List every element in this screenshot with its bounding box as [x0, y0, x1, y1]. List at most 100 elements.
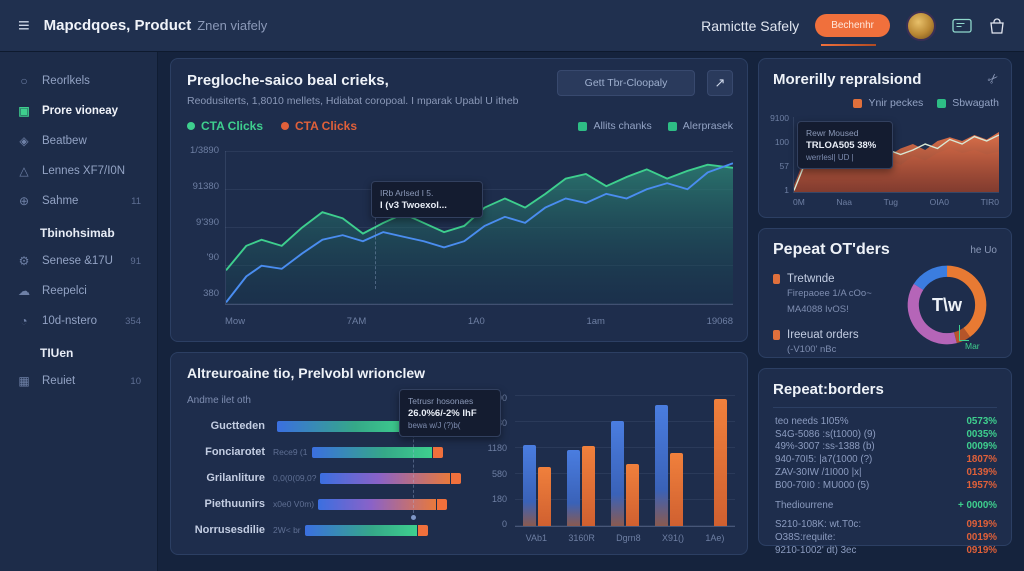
hbar-row[interactable]: Norrusesdilie 2W< br — [181, 517, 511, 543]
sidebar-item-senese-17u[interactable]: ⚙ Senese &17U 91 — [0, 246, 157, 276]
table-row[interactable]: 9210-1002' dt) 3ec 0919% — [775, 544, 997, 557]
tooltip-line: I (v3 Twoexol... — [380, 200, 447, 211]
main-chart-crosshair — [375, 187, 376, 289]
y-tick: 57 — [779, 161, 789, 171]
y-tick: 580 — [491, 468, 507, 479]
main-line-chart[interactable] — [225, 151, 733, 305]
row-label: 9210-1002' dt) 3ec — [775, 545, 857, 557]
table-row[interactable]: 49%-3007 :ss-1388 (b) 0009% — [775, 441, 997, 454]
row-label: O38S:requite: — [775, 532, 836, 544]
table-row[interactable]: Thediourrene + 0000% — [775, 499, 997, 512]
repeat-orders-title: Pepeat OT'ders — [773, 241, 890, 258]
attribution-subtitle: Andme ilet oth — [187, 395, 251, 406]
tooltip-line: IRb Arlsed I 5. — [380, 188, 434, 198]
donut-marker-line — [959, 325, 969, 341]
vbar-orange — [714, 398, 727, 526]
message-card-icon[interactable] — [952, 17, 972, 35]
app-title-light: Znen viafely — [197, 18, 268, 33]
row-value: 0919% — [966, 545, 997, 557]
hbar-row[interactable]: Fonciarotet Rece9 (1 — [181, 439, 511, 465]
user-avatar[interactable] — [906, 10, 936, 41]
vbar-chart-x-axis: VAb1 3160R Dgrn8 X91() 1Ae) — [515, 533, 735, 543]
vbar-orange — [670, 452, 683, 526]
y-tick: 100 — [774, 137, 789, 147]
table-row[interactable]: B00-70I0 : MU000 (5) 1957% — [775, 479, 997, 492]
pin-icon: △ — [19, 164, 29, 178]
legend-item[interactable]: Alerprasek — [667, 120, 733, 132]
vbar-orange — [582, 446, 595, 526]
main-chart-tooltip: IRb Arlsed I 5. I (v3 Twoexol... — [371, 181, 483, 218]
repeat-orders-panel: Pepeat OT'ders he Uo Tretwnde Firepaoee … — [758, 228, 1012, 358]
orders-donut-chart[interactable]: T\w — [901, 259, 993, 351]
date-range-dropdown[interactable]: Gett Tbr-Cloopaly — [557, 70, 695, 96]
tooltip-line: TRLOA505 38% — [806, 140, 877, 151]
table-row[interactable]: teo needs 1I05% 0573% — [775, 415, 997, 428]
shopping-bag-icon[interactable] — [988, 17, 1006, 35]
hbar-fill — [311, 446, 432, 458]
sidebar-item-label: Beatbew — [42, 135, 87, 147]
legend-square-icon — [853, 98, 863, 108]
header-action-button[interactable]: Bechenhr — [815, 14, 890, 46]
x-tick: 1A0 — [467, 316, 485, 327]
sidebar-item-prore-vioneay[interactable]: ▣ Prore vioneay — [0, 96, 157, 126]
vertical-bar-chart[interactable] — [515, 395, 735, 527]
legend-square-icon — [937, 98, 947, 108]
hbar-row[interactable]: Piethuunirs x0e0 V0m) — [181, 491, 511, 517]
scissors-icon[interactable]: ✂ — [984, 69, 1003, 88]
row-value: + 0000% — [958, 499, 997, 511]
y-tick: 180 — [491, 493, 507, 504]
repeat-borders-panel: Repeat:borders teo needs 1I05% 0573% S4G-5… — [758, 368, 1012, 556]
main-chart-subtitle: Reodusiterts, 1,8010 mellets, Hdiabat co… — [187, 95, 519, 107]
expand-icon[interactable]: ↗ — [707, 70, 733, 96]
sidebar-item-reepelci[interactable]: ☁ Reepelci — [0, 276, 157, 306]
sidebar-item-reorlkels[interactable]: ○ Reorlkels — [0, 66, 157, 96]
repeat-borders-table: teo needs 1I05% 0573% S4G-5086 :s(t1000) (… — [775, 415, 997, 557]
hbar-label: Grilanliture — [206, 472, 265, 484]
globe-icon: ⊕ — [18, 194, 30, 208]
chart-icon: ◈ — [19, 134, 29, 148]
hbar-label: Piethuunirs — [204, 498, 265, 510]
row-label: S4G-5086 :s(t1000) (9) — [775, 428, 876, 440]
vbar-blue — [523, 444, 536, 526]
hbar-tip — [432, 446, 443, 458]
vbar-blue — [655, 405, 668, 526]
sidebar-item-label: Reepelci — [42, 285, 87, 297]
hbar-note: 2W< br — [273, 525, 301, 535]
legend-item[interactable]: Ynir peckes — [853, 97, 923, 109]
table-row[interactable]: S4G-5086 :s(t1000) (9) 0035% — [775, 428, 997, 441]
legend-item[interactable]: Allits chanks — [578, 120, 652, 132]
sidebar-item-reuiet[interactable]: ▦ Reuiet 10 — [0, 366, 157, 396]
hamburger-menu-icon[interactable]: ≡ — [18, 14, 30, 37]
table-row[interactable]: 940-70I5: |a7(1000 (?) 1807% — [775, 453, 997, 466]
vbar-blue — [611, 421, 624, 526]
sidebar-item-badge: 354 — [125, 315, 141, 327]
table-row[interactable]: O38S:requite: 0019% — [775, 531, 997, 544]
row-label: 49%-3007 :ss-1388 (b) — [775, 441, 875, 453]
tooltip-line: Rewr Moused — [806, 128, 859, 138]
sidebar-item-label: 10d-nstero — [42, 315, 97, 327]
sidebar-item-lennes-xf7-i0n[interactable]: △ Lennes XF7/I0N — [0, 156, 157, 186]
attribution-ref-line — [413, 399, 414, 513]
sidebar-item-beatbew[interactable]: ◈ Beatbew — [0, 126, 157, 156]
legend-item[interactable]: Sbwagath — [937, 97, 999, 109]
sidebar-item-badge: 11 — [131, 195, 141, 207]
legend-square-icon — [667, 121, 677, 131]
legend-item[interactable]: CTA Clicks — [187, 119, 263, 133]
legend-label: CTA Clicks — [295, 119, 358, 133]
orders-item-2-text: (-V100' nBc — [787, 343, 837, 355]
vbar-group — [699, 395, 727, 526]
hbar-row[interactable]: Grilanliture 0,0(0(09,0? — [181, 465, 511, 491]
table-row[interactable]: ZAV-30IW /1I000 |x| 0139% — [775, 466, 997, 479]
x-tick: OIA0 — [929, 197, 949, 207]
orders-item-1-text: Firepaoee 1/A cOo~ — [787, 288, 872, 299]
sidebar-item-sahme[interactable]: ⊕ Sahme 11 — [0, 186, 157, 216]
legend-label: Alerprasek — [682, 120, 733, 132]
sidebar-item-label: Prore vioneay — [42, 105, 119, 117]
legend-item[interactable]: CTA Clicks — [281, 119, 357, 133]
app-title: Mapcdqoes, Product Znen viafely — [44, 17, 268, 34]
vbar-group — [523, 395, 551, 526]
hbar-note: Rece9 (1 — [273, 447, 308, 457]
table-row[interactable]: S210-108K: wt.T0c: 0919% — [775, 519, 997, 532]
x-tick: 3160R — [568, 533, 595, 543]
sidebar-item-10d-nstero[interactable]: ◔ 10d-nstero 354 — [0, 306, 157, 336]
